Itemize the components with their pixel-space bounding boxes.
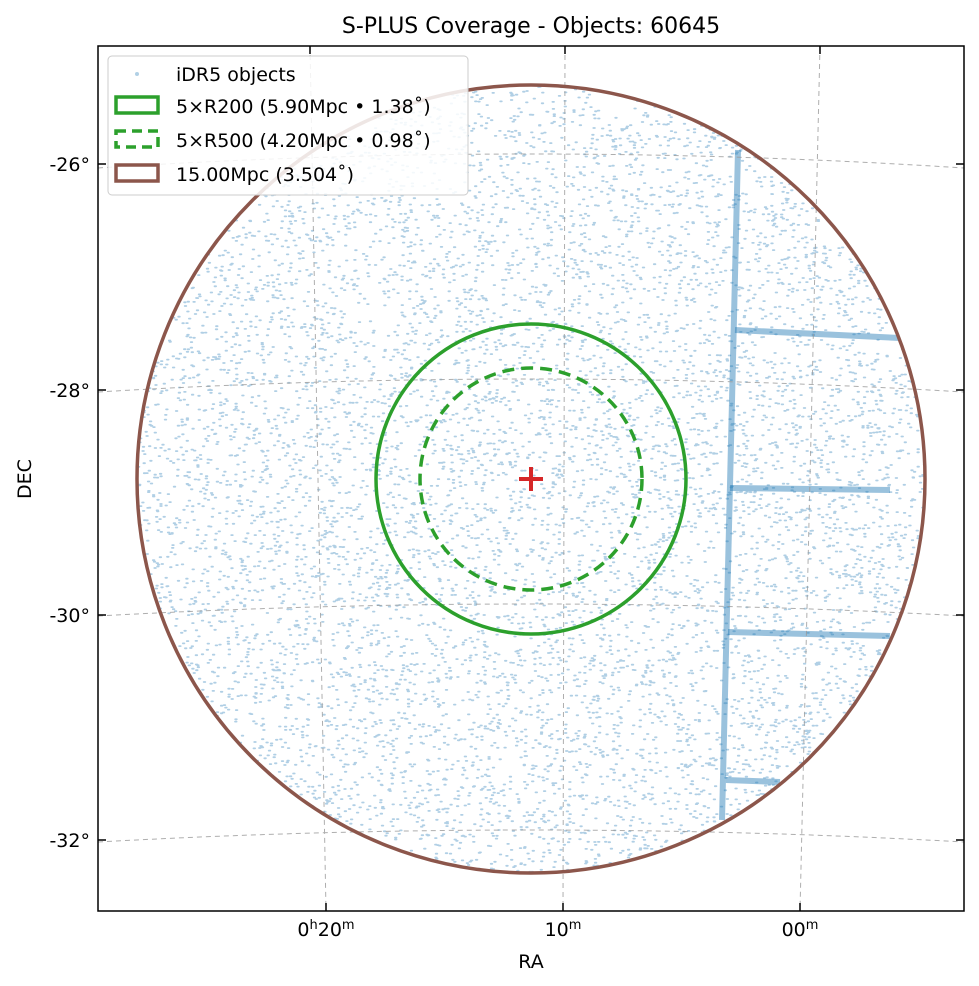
- y-tick-labels: -26° -28° -30° -32°: [49, 154, 90, 852]
- legend-marker-r200: [114, 95, 160, 115]
- x-tick-label: 0h20m: [297, 918, 354, 941]
- legend: iDR5 objects 5×R200 (5.90Mpc • 1.38˚) 5×…: [107, 55, 469, 196]
- legend-marker-15mpc: [114, 163, 160, 183]
- center-marker: [519, 467, 543, 491]
- legend-label: 5×R500 (4.20Mpc • 0.98˚): [176, 130, 431, 152]
- grid-dec-26: [98, 153, 964, 169]
- tile-overlap-stripe: [719, 149, 741, 821]
- x-tick-label: 00m: [782, 918, 819, 941]
- grid-ra-00: [799, 46, 821, 911]
- y-tick-label: -30°: [49, 605, 90, 627]
- tile-overlap-stripe: [725, 777, 781, 785]
- legend-label: iDR5 objects: [176, 64, 296, 86]
- grid-dec-32: [98, 829, 964, 843]
- point-cloud: [137, 85, 925, 873]
- grid-dec-28: [98, 378, 964, 393]
- x-axis-ticks: [309, 46, 821, 911]
- legend-box: [107, 55, 469, 196]
- circle-15mpc: [135, 83, 927, 875]
- y-axis-label: DEC: [14, 459, 36, 499]
- y-tick-label: -32°: [49, 830, 90, 852]
- tile-overlap-stripe: [727, 629, 891, 639]
- x-axis-label: RA: [518, 951, 543, 973]
- grid-ra-10: [562, 46, 566, 911]
- x-tick-label: 10m: [545, 918, 582, 941]
- legend-label: 5×R200 (5.90Mpc • 1.38˚): [176, 96, 431, 118]
- tile-overlap-stripe: [734, 327, 901, 341]
- circle-5xr500: [418, 366, 644, 592]
- chart-title: S-PLUS Coverage - Objects: 60645: [342, 14, 720, 39]
- y-tick-label: -26°: [49, 154, 90, 176]
- legend-label: 15.00Mpc (3.504˚): [176, 164, 354, 186]
- axes-frame: [97, 45, 965, 912]
- y-tick-label: -28°: [49, 380, 90, 402]
- legend-marker-r500: [114, 129, 160, 149]
- circle-5xr200: [374, 322, 688, 636]
- x-tick-labels: 0h20m 10m 00m: [297, 918, 818, 941]
- y-axis-ticks: [98, 163, 964, 841]
- legend-marker-points: [135, 72, 139, 76]
- grid-dec-30: [98, 603, 964, 617]
